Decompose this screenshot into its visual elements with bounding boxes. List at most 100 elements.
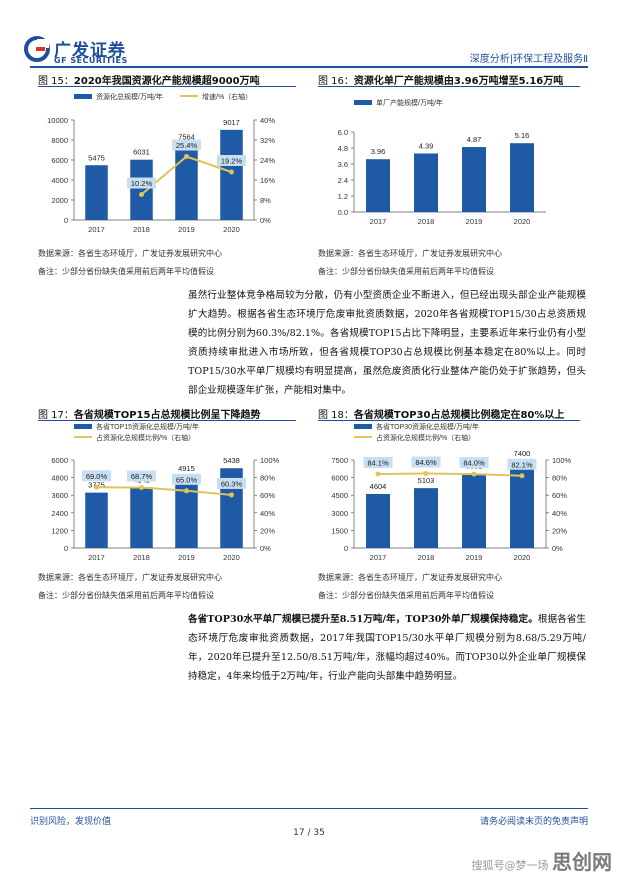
- bar-2018: [414, 488, 438, 548]
- line-label-bg: [127, 177, 156, 189]
- y2-tick-label: 0%: [260, 216, 271, 225]
- figure-17-rule: [38, 420, 296, 421]
- bar-value-label: 3.96: [371, 147, 386, 156]
- y2-tick-label: 40%: [260, 509, 275, 518]
- bar-value-label: 5438: [223, 456, 240, 465]
- brand-name-en: GF SECURITIES: [54, 56, 128, 65]
- line-point: [184, 154, 189, 159]
- legend-line-label: 增速/%（右轴）: [202, 92, 252, 101]
- footer-disclaimer-link[interactable]: 请务必阅读末页的免责声明: [479, 817, 588, 827]
- line-point: [184, 488, 189, 494]
- x-tick-label: 2019: [178, 225, 195, 234]
- y-tick-label: 6000: [331, 474, 348, 483]
- legend-line-label: 占资源化总规模比例/%（右轴）: [96, 433, 195, 442]
- figure-18-title: 图 18：各省规模TOP30占总规模比例稳定在80%以上: [318, 410, 565, 421]
- bar-value-label: 4.87: [467, 135, 482, 144]
- bar-2017: [366, 159, 390, 212]
- watermark: 搜狐号@梦一场 思创网: [471, 850, 613, 874]
- bar-2017: [85, 165, 108, 220]
- y-tick-label: 4000: [51, 176, 68, 185]
- legend-bar-label: 资源化总规模/万吨/年: [96, 92, 163, 101]
- line-value-label: 68.7%: [131, 472, 153, 481]
- figure-18-remark: 备注：少部分省份缺失值采用前后两年平均值假设: [318, 591, 494, 600]
- body-paragraph-1: 虽然行业整体竞争格局较为分散，仍有小型资质企业不断进入，但已经出现头部企业产能规…: [188, 290, 586, 396]
- y2-tick-label: 20%: [260, 526, 275, 535]
- figure-17-remark: 备注：少部分省份缺失值采用前后两年平均值假设: [38, 591, 214, 600]
- x-tick-label: 2019: [466, 553, 483, 562]
- x-tick-label: 2020: [514, 553, 531, 562]
- x-tick-label: 2020: [514, 217, 531, 226]
- bar-value-label: 5475: [88, 153, 105, 162]
- legend-bar-label: 单厂产能规模/万吨/年: [376, 98, 443, 107]
- y-tick-label: 0: [64, 544, 68, 553]
- bar-value-label: 4.39: [419, 141, 434, 150]
- paragraph-2-lead: 各省TOP30水平单厂规模已提升至8.51万吨/年，TOP30外单厂规模保持稳定…: [188, 614, 538, 625]
- y-tick-label: 1200: [51, 526, 68, 535]
- y-tick-label: 0.0: [338, 208, 348, 217]
- line-series: [377, 472, 523, 477]
- figure-17-source: 数据来源：各省生态环境厅，广发证券发展研究中心: [38, 573, 222, 582]
- figure-15-chart: 资源化总规模/万吨/年 增速/%（右轴） 0 2000 4000 6000 8000 1000…: [47, 92, 275, 234]
- y-tick-label: 0: [64, 216, 68, 225]
- bar-2019: [462, 473, 486, 548]
- legend-bar-swatch: [354, 424, 372, 429]
- y2-tick-label: 32%: [260, 136, 275, 145]
- y2-tick-label: 0%: [260, 544, 271, 553]
- line-value-label: 65.0%: [176, 475, 198, 484]
- line-value-label: 60.3%: [221, 479, 243, 488]
- y-tick-label: 1500: [331, 526, 348, 535]
- figure-16-rule: [318, 86, 580, 87]
- line-point: [229, 492, 234, 498]
- line-label-bg: [172, 139, 201, 151]
- y2-tick-label: 16%: [260, 176, 275, 185]
- x-tick-label: 2018: [418, 217, 435, 226]
- line-series: [96, 486, 232, 496]
- line-point: [229, 169, 234, 175]
- line-label-bg: [507, 458, 537, 470]
- line-label-bg: [411, 456, 441, 468]
- bar-2019: [462, 147, 486, 212]
- y2-tick-label: 80%: [260, 474, 275, 483]
- legend-bar-swatch: [354, 100, 372, 105]
- report-section: 深度分析|环保工程及服务Ⅱ: [469, 54, 588, 65]
- y-tick-label: 3600: [51, 491, 68, 500]
- y2-tick-label: 20%: [552, 526, 567, 535]
- line-point: [139, 192, 144, 197]
- body-paragraph-2: 各省TOP30水平单厂规模已提升至8.51万吨/年，TOP30外单厂规模保持稳定…: [188, 610, 586, 686]
- paragraph-2-text: 根据各省生态环境厅危废审批资质数据，2017年我国TOP15/30水平单厂规模分…: [188, 614, 586, 682]
- line-label-bg: [172, 473, 201, 485]
- page-number: 17 / 35: [293, 828, 325, 838]
- y-tick-label: 2.4: [338, 176, 348, 185]
- figure-15-rule: [38, 86, 296, 87]
- bar-2018: [130, 487, 153, 548]
- bar-value-label: 6031: [133, 148, 150, 157]
- line-value-label: 69.0%: [86, 472, 108, 481]
- y-tick-label: 3000: [331, 509, 348, 518]
- y2-tick-label: 80%: [552, 474, 567, 483]
- y2-tick-label: 40%: [260, 116, 275, 125]
- figure-16-chart: 单厂产能规模/万吨/年 0.0 1.2 2.4 3.6 4.8 6.0 3.96 2017 4.3…: [338, 98, 546, 226]
- line-label-bg: [217, 477, 246, 489]
- bar-2019: [175, 144, 198, 220]
- y-tick-label: 6000: [51, 156, 68, 165]
- x-tick-label: 2020: [223, 553, 240, 562]
- y-tick-label: 4500: [331, 491, 348, 500]
- legend-bar-swatch: [74, 424, 92, 429]
- x-tick-label: 2018: [418, 553, 435, 562]
- y2-tick-label: 60%: [552, 491, 567, 500]
- line-point: [375, 471, 381, 477]
- bar-2020: [220, 129, 243, 220]
- y2-tick-label: 100%: [260, 456, 280, 465]
- line-label-bg: [363, 456, 393, 468]
- figure-15-remark: 备注：少部分省份缺失值采用前后两年平均值假设: [38, 267, 214, 276]
- line-value-label: 84.0%: [463, 459, 485, 468]
- figure-18-rule: [318, 420, 580, 421]
- legend-bar-label: 各省TOP30资源化总规模/万吨/年: [376, 422, 479, 431]
- line-point: [423, 471, 429, 477]
- bar-value-label: 7400: [514, 449, 531, 458]
- y-tick-label: 1.2: [338, 192, 348, 201]
- y-tick-label: 10000: [47, 116, 68, 125]
- bar-2018: [130, 159, 153, 220]
- x-tick-label: 2018: [133, 225, 150, 234]
- bar-2018: [414, 153, 438, 212]
